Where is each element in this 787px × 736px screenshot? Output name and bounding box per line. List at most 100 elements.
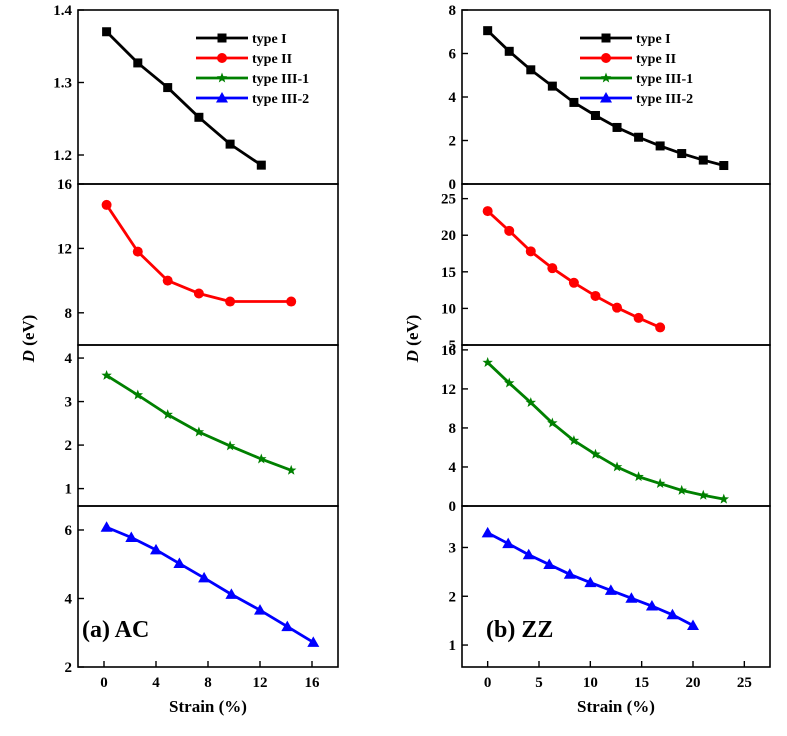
data-point — [102, 27, 112, 37]
subplot-type-iii-1: 1 2 3 4 — [65, 351, 297, 498]
legend-marker — [217, 33, 227, 43]
legend-marker — [600, 92, 612, 103]
data-point — [563, 568, 576, 579]
data-point — [547, 263, 558, 274]
series-line-type-iii-1 — [486, 361, 725, 501]
y-axis-unit: (eV) — [403, 315, 422, 350]
data-point — [677, 149, 687, 159]
data-point — [281, 620, 294, 632]
x-tick-label: 16 — [305, 675, 321, 691]
x-tick-label: 4 — [152, 675, 160, 691]
data-point — [482, 357, 493, 368]
data-point — [525, 246, 536, 257]
y-tick-label: 2 — [449, 589, 457, 605]
data-point — [101, 369, 112, 380]
x-tick-label: 10 — [583, 675, 598, 691]
data-point — [543, 558, 556, 570]
y-tick-label: 8 — [65, 306, 73, 322]
data-point — [482, 206, 493, 217]
data-point — [687, 619, 699, 631]
legend-label-type-i: type I — [252, 32, 287, 47]
y-tick-label: 4 — [65, 591, 73, 607]
data-point — [483, 26, 493, 36]
legend-marker — [216, 72, 228, 83]
x-tick-label: 0 — [484, 675, 492, 691]
data-point — [612, 122, 622, 132]
panel-label: (b) ZZ — [486, 617, 553, 643]
x-axis-title: Strain (%) — [169, 697, 247, 716]
data-point — [125, 531, 138, 543]
data-point — [698, 155, 708, 165]
data-point — [719, 161, 729, 171]
data-point — [162, 409, 173, 420]
data-point — [569, 97, 579, 107]
data-point — [504, 377, 515, 388]
y-tick-label: 8 — [449, 421, 457, 437]
y-tick-label: 5 — [449, 338, 457, 354]
data-point — [568, 435, 580, 446]
data-point — [286, 296, 297, 307]
y-tick-label: 1 — [65, 482, 73, 498]
data-point — [645, 600, 658, 611]
data-point — [224, 440, 236, 451]
legend-marker — [601, 53, 611, 63]
y-tick-label: 6 — [65, 523, 73, 539]
data-point — [584, 576, 597, 588]
data-point — [504, 225, 515, 236]
series-line-type-ii — [105, 204, 292, 303]
data-point — [285, 464, 297, 475]
data-point — [612, 302, 623, 313]
data-point — [590, 110, 600, 120]
y-tick-label: 15 — [441, 265, 456, 281]
data-point — [194, 112, 204, 122]
data-point — [133, 58, 143, 68]
y-tick-label: 2 — [449, 134, 457, 150]
data-point — [173, 557, 186, 569]
subplot-frame — [461, 505, 771, 668]
series-line-type-iii-1 — [105, 374, 292, 472]
data-point — [633, 471, 644, 482]
legend-marker — [601, 33, 611, 43]
data-point — [522, 548, 535, 560]
data-point — [481, 526, 494, 538]
data-point — [604, 584, 617, 595]
y-tick-label: 3 — [449, 540, 457, 556]
data-point — [225, 296, 236, 307]
data-point — [254, 604, 266, 615]
data-point — [633, 312, 644, 323]
x-tick-label: 12 — [253, 675, 268, 691]
y-axis-symbol: D — [403, 350, 422, 363]
y-tick-label: 12 — [441, 382, 456, 398]
subplot-type-i: 0 2 4 6 8 — [449, 3, 729, 193]
subplot-type-iii-2: 2 4 6 — [65, 521, 320, 676]
legend-label-type-ii: type II — [252, 52, 292, 67]
y-tick-label: 25 — [441, 192, 456, 208]
data-point — [655, 322, 666, 333]
y-tick-label: 4 — [449, 90, 457, 106]
y-tick-label: 1.4 — [53, 3, 72, 19]
data-point — [101, 199, 112, 210]
data-point — [193, 426, 205, 437]
data-point — [198, 571, 211, 583]
y-tick-label: 20 — [441, 228, 456, 244]
legend-left: type I type II type III-1 type III-2 — [196, 32, 309, 107]
legend-right: type I type II type III-1 type III-2 — [580, 32, 693, 107]
data-point — [162, 275, 173, 286]
y-axis-title: D (eV) — [403, 315, 422, 364]
x-tick-label: 0 — [100, 675, 108, 691]
legend-marker — [217, 53, 227, 63]
x-tick-label: 20 — [686, 675, 701, 691]
panel-label: (a) AC — [82, 617, 149, 643]
y-tick-label: 4 — [65, 351, 73, 367]
x-tick-label: 15 — [634, 675, 649, 691]
data-point — [698, 489, 709, 500]
data-point — [256, 453, 267, 464]
subplot-frame — [461, 344, 771, 507]
data-point — [590, 290, 601, 301]
data-point — [718, 493, 730, 504]
subplot-frame — [461, 183, 771, 346]
y-tick-label: 1.3 — [53, 76, 72, 92]
data-point — [132, 389, 144, 400]
data-point — [150, 543, 162, 555]
